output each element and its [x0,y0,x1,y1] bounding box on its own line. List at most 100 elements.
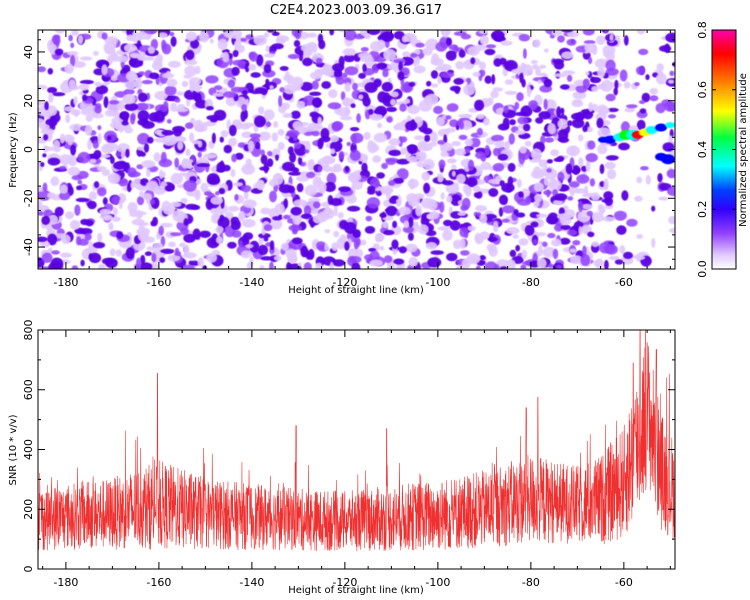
heatmap-cell [196,163,210,168]
heatmap-cell [185,122,194,129]
heatmap-cell [141,160,156,169]
heatmap-cell [342,72,348,79]
heatmap-cell [372,155,382,163]
heatmap-cell [51,92,66,97]
heatmap-cell [147,46,156,54]
heatmap-cell [189,132,195,142]
heatmap-cell [115,55,129,63]
heatmap-cell [315,262,323,269]
heatmap-cell [168,60,181,68]
heatmap-cell [352,82,358,91]
heatmap-cell [667,79,675,84]
heatmap-cell [304,149,310,154]
heatmap-cell [244,98,250,107]
heatmap-cell [503,105,509,114]
heatmap-cell [227,79,236,89]
heatmap-cell [635,255,646,261]
heatmap-cell [231,153,238,163]
heatmap-cell [250,72,261,78]
heatmap-cell [487,236,499,242]
heatmap-cell [166,119,172,124]
heatmap-cell [407,232,414,241]
heatmap-cell [42,145,49,153]
heatmap-cell [464,138,474,147]
heatmap-cell [199,230,211,238]
heatmap-cell [346,194,357,204]
heatmap-cell [248,51,255,60]
heatmap-cell [581,203,593,210]
heatmap-cell [364,82,378,93]
heatmap-cell [584,43,597,54]
heatmap-cell [568,181,580,188]
snr-x-ticks: -180 -160 -140 -120 -100 -80 -60 [42,330,671,589]
heatmap-cell [47,214,59,225]
heatmap-cell [437,140,445,145]
heatmap-cell [604,259,609,269]
heatmap-cell [215,236,223,244]
heatmap-cell [604,197,614,206]
heatmap-cell [388,149,402,157]
heatmap-cell [469,81,475,87]
heatmap-cell [275,36,286,45]
heatmap-cell [102,197,108,206]
heatmap-cell [453,239,462,249]
spectrogram-x-axis-label: Height of straight line (km) [288,285,424,296]
heatmap-cell [313,201,321,209]
heatmap-cell [151,61,163,71]
heatmap-cell [297,262,302,267]
heatmap-cell [515,129,526,135]
heatmap-cell [479,213,488,224]
heatmap-cell [270,218,283,230]
heatmap-cell [260,207,271,215]
heatmap-cell [311,130,320,137]
heatmap-cell [135,102,149,111]
heatmap-cell [268,85,274,90]
heatmap-cell [151,252,157,263]
heatmap-cell [591,86,599,92]
heatmap-cell [488,188,499,197]
heatmap-cell [321,81,332,89]
heatmap-cell [148,72,160,80]
heatmap-cell [263,53,276,58]
heatmap-cell [257,244,269,256]
heatmap-cell [415,151,427,161]
heatmap-cell [67,166,80,176]
heatmap-cell [292,167,300,173]
heatmap-cell [523,123,531,132]
heatmap-cell [283,198,289,209]
heatmap-cell [59,133,65,144]
heatmap-cell [546,168,552,173]
heatmap-cell [183,233,196,243]
heatmap-cell [504,59,518,72]
heatmap-cell [607,169,617,180]
heatmap-cell [446,195,453,203]
heatmap-cell [154,129,163,135]
heatmap-cell [414,193,425,200]
heatmap-cell [38,211,44,216]
heatmap-cell [478,61,487,71]
heatmap-cell [560,224,571,230]
heatmap-cell [59,191,71,201]
heatmap-cell [445,182,460,194]
heatmap-cell [324,243,329,251]
heatmap-cell [484,48,496,56]
heatmap-cell [97,132,102,144]
heatmap-cell [621,190,629,201]
x-tick-label: -100 [425,576,450,589]
heatmap-cell [40,162,45,167]
heatmap-cell [228,137,238,147]
heatmap-cell [410,53,417,58]
y-tick-label: -40 [22,238,35,256]
heatmap-cell [556,213,571,220]
heatmap-cell [451,170,456,177]
heatmap-cell [589,178,596,187]
heatmap-cell [463,84,476,96]
heatmap-cell [460,250,470,256]
heatmap-cell [491,30,505,42]
heatmap-cell [369,250,380,262]
heatmap-cell [217,216,230,229]
heatmap-cell [532,239,538,245]
heatmap-cell [179,242,186,248]
heatmap-cell [141,56,155,61]
heatmap-cell [47,157,61,166]
